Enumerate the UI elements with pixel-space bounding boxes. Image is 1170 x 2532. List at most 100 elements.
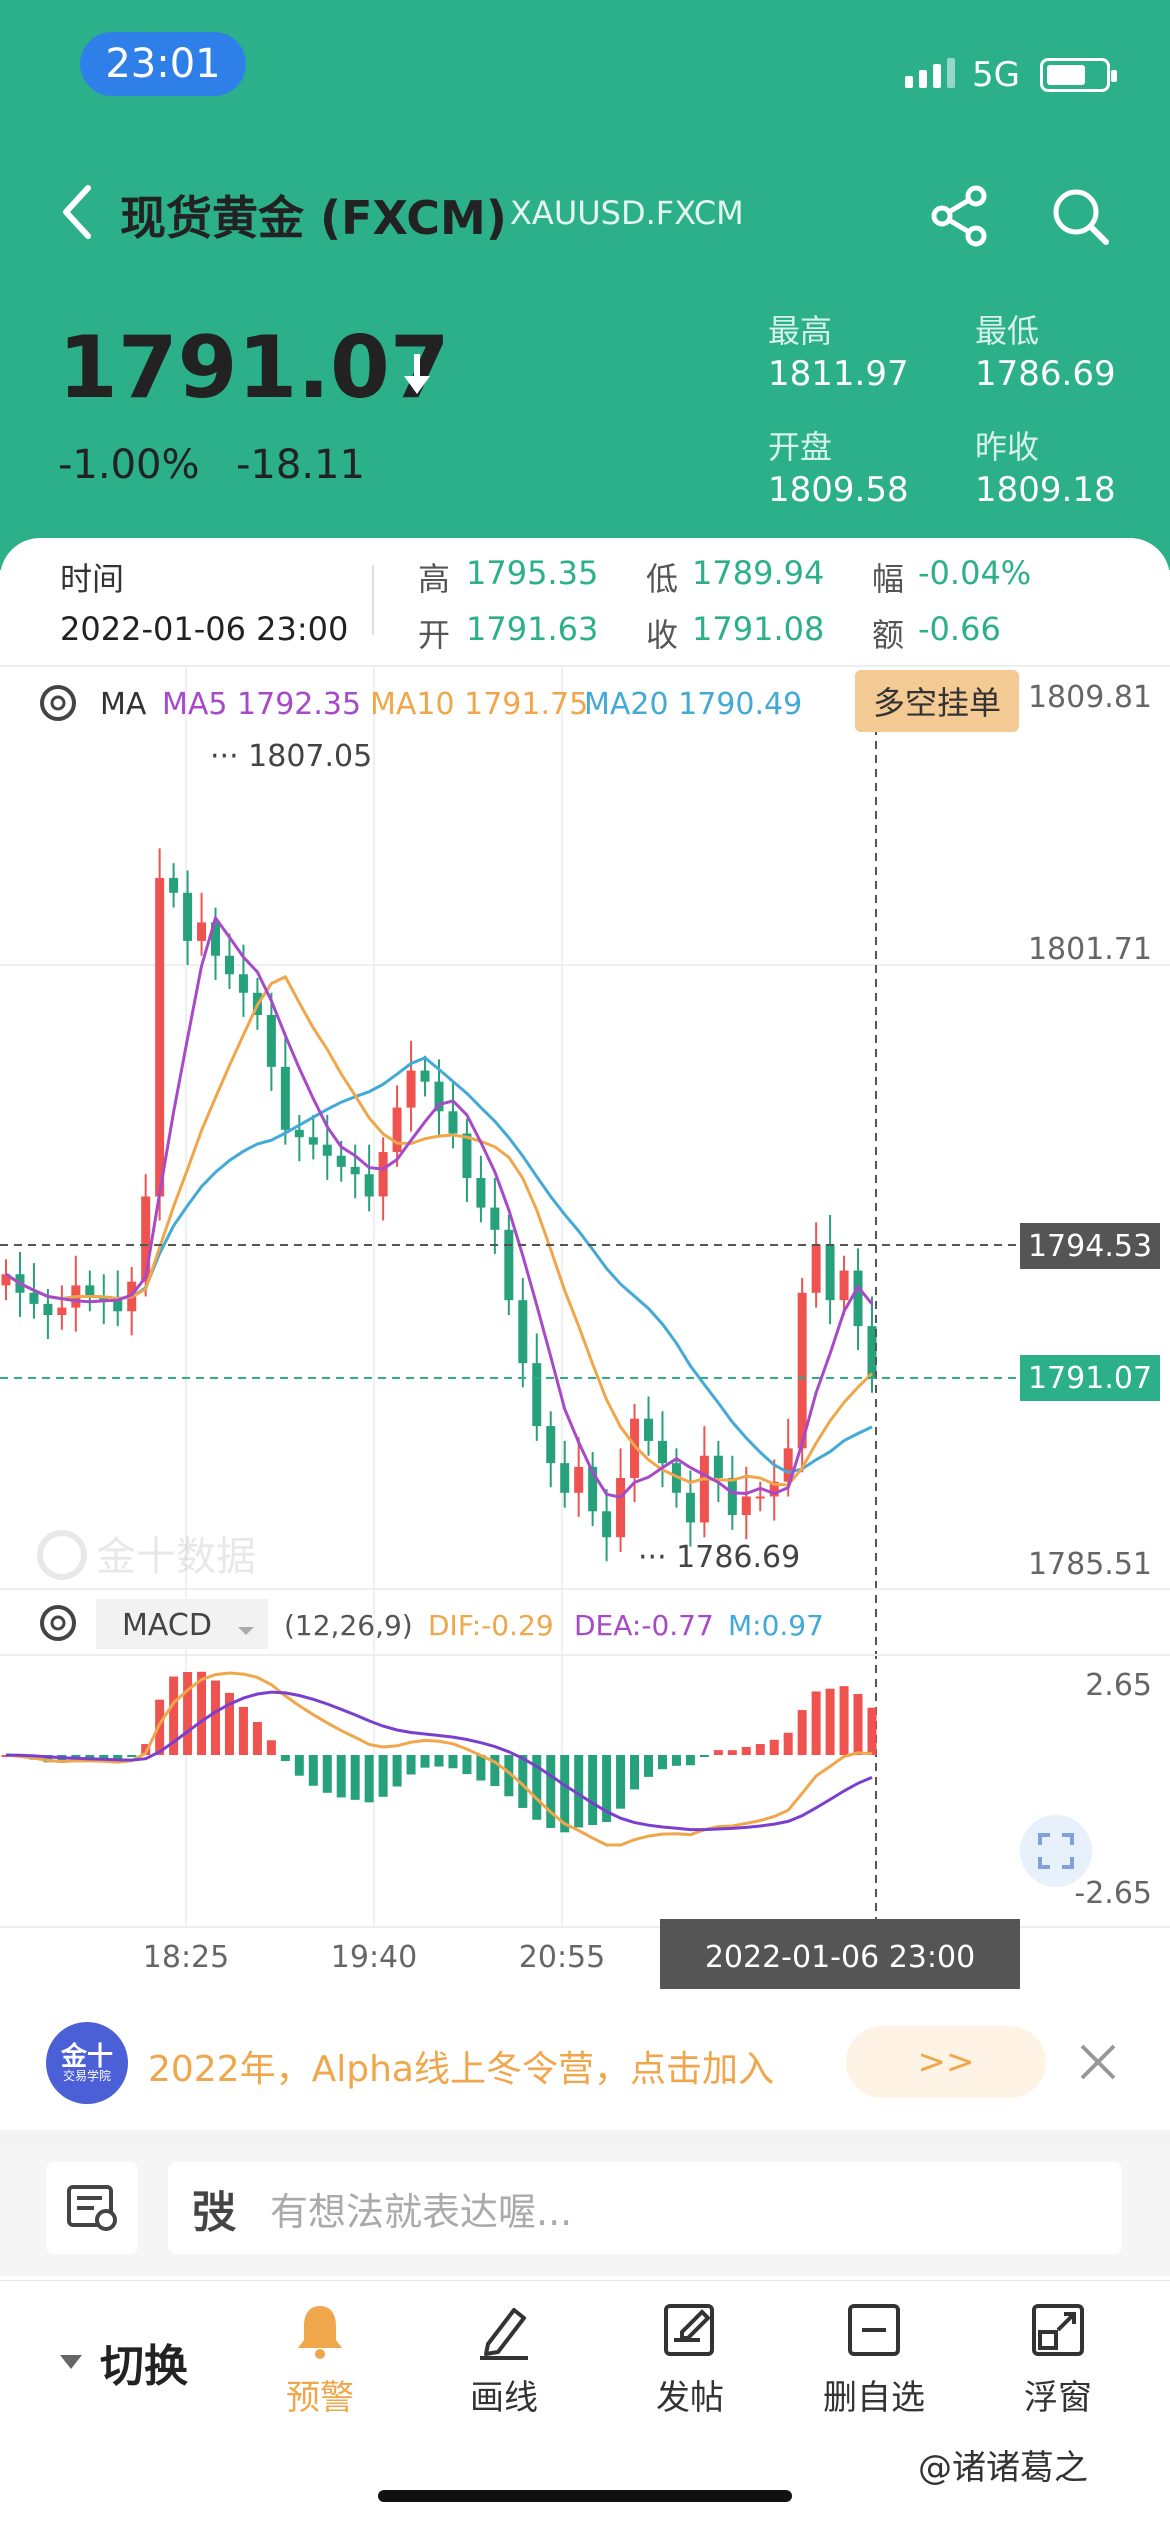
candle <box>713 1455 723 1478</box>
candle <box>238 974 248 993</box>
macd-y-top: 2.65 <box>1085 1668 1152 1703</box>
candle <box>630 1418 640 1478</box>
nav-float-window[interactable]: 浮窗 <box>988 2300 1128 2430</box>
settings-icon[interactable] <box>40 685 76 721</box>
ma5-line <box>5 914 874 1499</box>
stat-open-label: 开盘 <box>768 428 833 466</box>
stat-prevclose-label: 昨收 <box>975 428 1040 466</box>
candle <box>588 1466 598 1512</box>
candle <box>350 1166 360 1175</box>
ma-indicator-label[interactable]: MA <box>100 687 147 722</box>
low-label: 低 <box>646 560 679 598</box>
candle <box>57 1307 67 1315</box>
promo-logo: 金十 交易学院 <box>46 2022 128 2104</box>
kline-chart[interactable]: 金十数据 1809.81 1801.71 1785.51 1794.53 179… <box>0 665 1170 1990</box>
fullscreen-icon[interactable] <box>1020 1815 1092 1887</box>
nav-alert[interactable]: 预警 <box>250 2300 390 2430</box>
macd-bar <box>364 1755 374 1803</box>
close-value: 1791.08 <box>692 610 825 648</box>
nav-alert-label: 预警 <box>286 2378 354 2418</box>
candle <box>364 1174 374 1197</box>
candle <box>490 1207 500 1230</box>
close-icon[interactable] <box>1078 2042 1118 2082</box>
candle <box>336 1155 346 1167</box>
macd-bar <box>769 1739 779 1755</box>
candle <box>518 1300 528 1364</box>
trough-value: 1786.69 <box>676 1540 800 1575</box>
stat-open-value: 1809.58 <box>768 470 909 510</box>
bell-icon <box>298 2306 342 2359</box>
macd-settings-icon[interactable] <box>40 1605 76 1641</box>
chart-watermark: 金十数据 <box>37 1530 256 1580</box>
promo-text[interactable]: 2022年，Alpha线上冬令营，点击加入 <box>148 2049 774 2090</box>
macd-bar <box>839 1686 849 1755</box>
nav-remove-favorite[interactable]: 删自选 <box>804 2300 944 2430</box>
crosshair-time-text: 2022-01-06 23:00 <box>705 1940 975 1975</box>
caret-down-icon <box>60 2355 82 2369</box>
search-icon[interactable] <box>1048 184 1112 248</box>
macd-bar <box>755 1744 765 1755</box>
switch-label: 切换 <box>100 2341 188 2392</box>
ma10-line <box>5 974 874 1487</box>
signal-icon <box>905 52 955 88</box>
candle <box>43 1303 53 1315</box>
candle <box>504 1229 514 1301</box>
promo-join-button[interactable]: >> <box>846 2026 1046 2098</box>
candle <box>224 955 234 975</box>
candle <box>29 1292 39 1304</box>
macd-histogram <box>1 1671 877 1833</box>
candle <box>616 1477 626 1538</box>
candle <box>322 1144 332 1156</box>
candle <box>755 1496 765 1499</box>
macd-bar <box>294 1755 304 1776</box>
switch-button[interactable]: 切换 <box>60 2330 188 2394</box>
macd-bar <box>546 1755 556 1828</box>
divider <box>372 565 374 635</box>
macd-bar <box>252 1721 262 1755</box>
candle <box>183 892 193 941</box>
note-button[interactable] <box>46 2162 138 2254</box>
macd-bar <box>532 1755 542 1820</box>
candle <box>685 1492 695 1523</box>
divider <box>0 2130 1170 2146</box>
home-indicator <box>378 2490 792 2502</box>
y-label-top: 1809.81 <box>1028 680 1152 715</box>
candle <box>839 1270 849 1301</box>
comment-input[interactable]: 弢 有想法就表达喔... <box>168 2162 1122 2254</box>
candle <box>406 1070 416 1108</box>
share-icon[interactable] <box>928 184 992 248</box>
status-time: 23:01 <box>80 32 246 96</box>
macd-bar <box>504 1755 514 1797</box>
current-price-text: 1791.07 <box>1028 1361 1152 1396</box>
macd-bar <box>699 1755 709 1757</box>
x-tick: 19:40 <box>331 1940 417 1975</box>
macd-selector[interactable] <box>96 1599 268 1649</box>
macd-dif: DIF:-0.29 <box>428 1609 554 1642</box>
nav-draw[interactable]: 画线 <box>434 2300 574 2430</box>
candle <box>169 877 179 893</box>
remove-favorite-icon <box>848 2304 900 2356</box>
long-short-orders-button[interactable]: 多空挂单 <box>855 670 1019 732</box>
macd-bar <box>853 1693 863 1755</box>
nav-post[interactable]: 发帖 <box>620 2300 760 2430</box>
candle <box>462 1133 472 1178</box>
amount-label: 额 <box>872 616 905 654</box>
dea-line <box>5 1690 873 1832</box>
y-label-bottom: 1785.51 <box>1028 1547 1152 1582</box>
x-tick: 18:25 <box>143 1940 229 1975</box>
macd-m: M:0.97 <box>728 1609 824 1642</box>
chart-grid <box>0 665 1170 1927</box>
comment-placeholder: 有想法就表达喔... <box>270 2189 573 2234</box>
macd-bar <box>211 1680 221 1755</box>
dif-line <box>5 1671 873 1847</box>
macd-bar <box>602 1755 612 1823</box>
macd-bar <box>336 1755 346 1798</box>
down-arrow-icon <box>404 354 430 394</box>
macd-bar <box>99 1755 109 1759</box>
open-value: 1791.63 <box>466 610 599 648</box>
back-icon[interactable] <box>58 182 98 242</box>
chevron-down-icon <box>238 1627 254 1635</box>
candle <box>308 1137 318 1145</box>
macd-bar <box>560 1755 570 1833</box>
macd-params: (12,26,9) <box>284 1609 413 1642</box>
